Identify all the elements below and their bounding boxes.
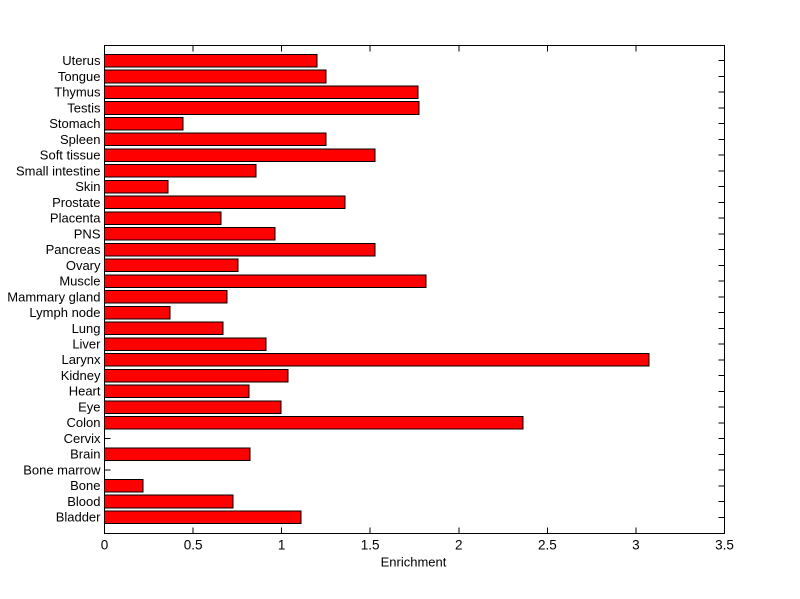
svg-text:Colon: Colon <box>67 415 101 430</box>
svg-text:Kidney: Kidney <box>61 368 101 383</box>
svg-text:Bladder: Bladder <box>56 510 101 525</box>
svg-text:3: 3 <box>632 538 640 553</box>
svg-text:0: 0 <box>101 538 109 553</box>
svg-text:Placenta: Placenta <box>50 211 101 226</box>
svg-text:Testis: Testis <box>67 100 101 115</box>
svg-text:Skin: Skin <box>75 179 100 194</box>
svg-text:Mammary gland: Mammary gland <box>7 289 100 304</box>
svg-text:Thymus: Thymus <box>54 85 101 100</box>
svg-text:Lung: Lung <box>72 321 101 336</box>
svg-text:PNS: PNS <box>74 226 101 241</box>
svg-text:Bone: Bone <box>70 478 100 493</box>
svg-text:Brain: Brain <box>70 447 100 462</box>
svg-text:Stomach: Stomach <box>49 116 100 131</box>
svg-text:Heart: Heart <box>69 384 101 399</box>
svg-text:Uterus: Uterus <box>62 53 101 68</box>
svg-text:3.5: 3.5 <box>715 538 734 553</box>
svg-text:Blood: Blood <box>67 494 100 509</box>
svg-text:Larynx: Larynx <box>61 352 101 367</box>
svg-text:Prostate: Prostate <box>52 195 100 210</box>
svg-text:Ovary: Ovary <box>66 258 101 273</box>
svg-text:1: 1 <box>278 538 286 553</box>
svg-text:Pancreas: Pancreas <box>46 242 101 257</box>
svg-text:Bone marrow: Bone marrow <box>23 462 101 477</box>
svg-text:Lymph node: Lymph node <box>29 305 100 320</box>
svg-text:Spleen: Spleen <box>60 132 100 147</box>
svg-text:2.5: 2.5 <box>538 538 557 553</box>
svg-text:0.5: 0.5 <box>184 538 203 553</box>
svg-text:Liver: Liver <box>72 337 101 352</box>
svg-text:1.5: 1.5 <box>361 538 380 553</box>
svg-text:Soft tissue: Soft tissue <box>40 148 101 163</box>
svg-text:Cervix: Cervix <box>64 431 101 446</box>
svg-text:Muscle: Muscle <box>59 274 100 289</box>
svg-text:Eye: Eye <box>78 400 100 415</box>
svg-text:Tongue: Tongue <box>58 69 101 84</box>
svg-text:Small intestine: Small intestine <box>16 163 101 178</box>
svg-text:2: 2 <box>455 538 463 553</box>
svg-text:Enrichment: Enrichment <box>381 555 447 570</box>
